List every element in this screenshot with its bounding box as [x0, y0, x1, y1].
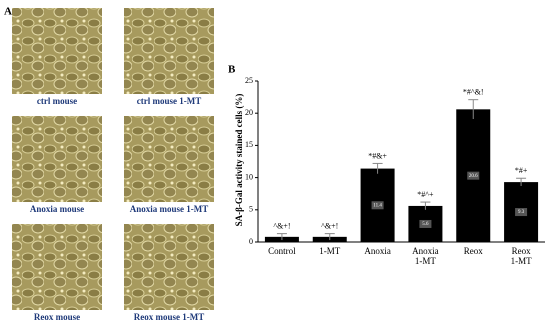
micrograph — [124, 224, 214, 310]
image-caption: ctrl mouse — [37, 96, 77, 106]
micrograph — [12, 116, 102, 202]
y-tick-label: 5 — [249, 205, 253, 214]
panel-label: A — [4, 6, 12, 18]
micrograph — [12, 8, 102, 94]
value-label: 11.4 — [373, 203, 382, 208]
image-caption: Anoxia mouse 1-MT — [130, 204, 209, 214]
significance-annotation: *#^+ — [417, 190, 434, 199]
image-caption: Reox mouse — [34, 312, 80, 322]
x-tick-label: Anoxia — [364, 246, 391, 256]
x-tick-label: Anoxia 1-MT — [412, 246, 439, 266]
y-tick-label: 15 — [245, 140, 253, 149]
y-tick-label: 20 — [245, 108, 253, 117]
panel-label: B — [228, 64, 236, 76]
value-label-box — [515, 208, 528, 217]
significance-annotation: ^&+! — [321, 221, 338, 230]
micrograph — [12, 224, 102, 310]
significance-annotation: *#+ — [515, 166, 528, 175]
y-tick-label: 0 — [249, 237, 253, 246]
value-label-box — [467, 171, 480, 180]
y-axis-label: SA-β-Gal activity stained cells (%) — [234, 94, 244, 227]
y-tick-label: 25 — [245, 76, 253, 85]
image-caption: Anoxia mouse — [30, 204, 84, 214]
x-tick-label: Control — [268, 246, 296, 256]
image-caption: ctrl mouse 1-MT — [137, 96, 201, 106]
x-tick-label: Reox 1-MT — [510, 246, 532, 266]
value-label: 20.6 — [469, 174, 478, 179]
micrograph — [124, 8, 214, 94]
value-label: 9.3 — [518, 210, 525, 215]
value-label-box — [371, 201, 384, 210]
significance-annotation: *#^&! — [463, 88, 484, 97]
significance-annotation: *#&+ — [368, 151, 387, 160]
micrograph — [124, 116, 214, 202]
value-label: 5.6 — [422, 222, 429, 227]
image-caption: Reox mouse 1-MT — [134, 312, 205, 322]
x-tick-label: Reox — [463, 246, 483, 256]
value-label-box — [419, 219, 432, 228]
significance-annotation: ^&+! — [273, 221, 290, 230]
x-tick-label: 1-MT — [319, 246, 341, 256]
y-tick-label: 10 — [245, 172, 253, 181]
